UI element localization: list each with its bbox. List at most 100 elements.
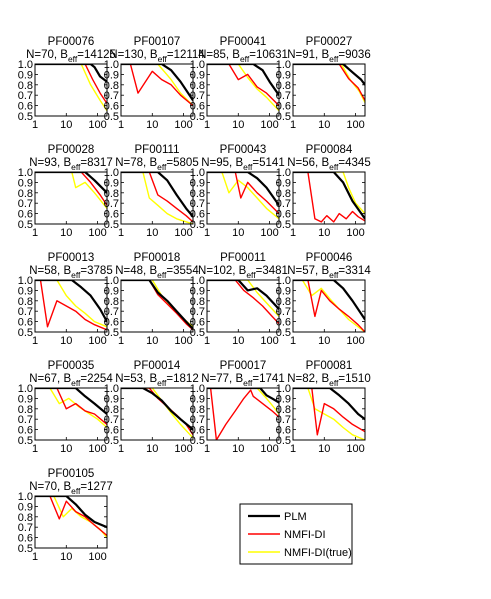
- x-tick-label: 1: [204, 335, 210, 347]
- series-line-nmfi-di-true: [293, 172, 365, 215]
- series-line-plm: [293, 388, 365, 421]
- y-tick-label: 0.6: [190, 209, 205, 221]
- y-tick-label: 0.8: [104, 296, 119, 308]
- axes-frame: [120, 279, 194, 333]
- y-tick-label: 0.6: [18, 425, 33, 437]
- series-line-nmfi-di-true: [35, 388, 107, 429]
- y-tick-label: 0.7: [276, 306, 291, 318]
- series-line-nmfi-di-true: [207, 172, 279, 220]
- series-line-nmfi-di-true: [293, 388, 365, 440]
- series-line-nmfi-di: [293, 388, 365, 436]
- panel-title-stats: N=70, Beff=14125: [26, 49, 116, 64]
- y-tick-label: 0.9: [18, 285, 33, 297]
- y-tick-label: 1.0: [104, 167, 119, 179]
- x-tick-label: 1: [118, 335, 124, 347]
- y-tick-label: 0.9: [18, 177, 33, 189]
- x-tick-label: 100: [88, 227, 106, 239]
- panel-title-family: PF00011: [220, 252, 266, 264]
- x-tick-label: 1: [118, 443, 124, 455]
- panel-title-stats: N=95, Beff=5141: [201, 157, 284, 172]
- axes-frame: [206, 279, 280, 333]
- y-tick-label: 0.9: [276, 69, 291, 81]
- y-tick-label: 0.7: [190, 198, 205, 210]
- y-tick-label: 0.6: [276, 209, 291, 221]
- series-line-nmfi-di: [121, 64, 193, 107]
- y-tick-label: 0.6: [104, 101, 119, 113]
- panel-title-family: PF00014: [134, 360, 181, 372]
- y-tick-label: 0.8: [104, 80, 119, 92]
- series-line-plm: [121, 64, 193, 102]
- panel-title-stats: N=58, Beff=3785: [29, 265, 112, 280]
- series-line-nmfi-di: [207, 172, 279, 215]
- x-tick-label: 100: [260, 119, 278, 131]
- plot-area: [293, 388, 365, 440]
- y-tick-label: 0.9: [18, 69, 33, 81]
- series-line-nmfi-di-true: [293, 280, 365, 332]
- y-tick-label: 0.8: [104, 404, 119, 416]
- y-tick-label: 1.0: [190, 59, 205, 71]
- panel-title-family: PF00111: [135, 144, 180, 156]
- y-tick-label: 0.6: [18, 101, 33, 113]
- panel-title-family: PF00035: [48, 360, 95, 372]
- panel-title-family: PF00028: [48, 144, 95, 156]
- panel-title-family: PF00018: [134, 252, 181, 264]
- y-tick-label: 1.0: [18, 491, 33, 503]
- axes-frame: [34, 279, 108, 333]
- series-line-plm: [121, 280, 193, 330]
- y-tick-label: 0.5: [276, 219, 291, 231]
- panel-title-stats: N=53, Beff=1812: [115, 373, 198, 388]
- panel-title-stats: N=82, Beff=1510: [287, 373, 370, 388]
- y-tick-label: 0.8: [276, 404, 291, 416]
- y-tick-label: 1.0: [18, 59, 33, 71]
- x-tick-label: 1: [118, 227, 124, 239]
- y-tick-label: 0.7: [18, 306, 33, 318]
- axes-frame: [292, 63, 366, 117]
- y-tick-label: 0.7: [18, 414, 33, 426]
- plot-area: [207, 64, 279, 112]
- y-tick-label: 0.6: [190, 317, 205, 329]
- y-tick-label: 0.6: [104, 209, 119, 221]
- x-tick-label: 100: [346, 227, 364, 239]
- legend-label: NMFI-DI(true): [284, 547, 352, 559]
- series-line-plm: [35, 280, 107, 323]
- panel-title-family: PF00076: [48, 36, 95, 48]
- series-line-plm: [207, 388, 279, 404]
- y-tick-label: 0.7: [104, 414, 119, 426]
- series-line-nmfi-di: [121, 280, 193, 331]
- y-tick-label: 0.9: [276, 393, 291, 405]
- panel-title-family: PF00105: [48, 468, 95, 480]
- x-tick-label: 100: [346, 335, 364, 347]
- panel-title-stats: N=56, Beff=4345: [287, 157, 370, 172]
- panel-title-family: PF00107: [134, 36, 181, 48]
- series-line-plm: [121, 388, 193, 431]
- plot-area: [35, 280, 107, 331]
- axes-frame: [120, 63, 194, 117]
- y-tick-label: 0.7: [104, 90, 119, 102]
- x-tick-label: 100: [88, 119, 106, 131]
- series-line-plm: [207, 280, 279, 310]
- series-line-plm: [207, 172, 279, 206]
- x-tick-label: 1: [118, 119, 124, 131]
- y-tick-label: 0.7: [18, 522, 33, 534]
- series-line-nmfi-di-true: [35, 172, 107, 209]
- x-tick-label: 1: [32, 551, 38, 563]
- axes-frame: [206, 63, 280, 117]
- x-tick-label: 10: [318, 227, 330, 239]
- y-tick-label: 0.9: [190, 285, 205, 297]
- y-tick-label: 0.8: [18, 404, 33, 416]
- y-tick-label: 0.9: [190, 69, 205, 81]
- series-line-nmfi-di-true: [35, 64, 107, 112]
- x-tick-label: 10: [232, 443, 244, 455]
- series-line-nmfi-di-true: [121, 64, 193, 107]
- y-tick-label: 0.6: [276, 317, 291, 329]
- y-tick-label: 0.7: [276, 90, 291, 102]
- series-line-plm: [293, 172, 365, 220]
- y-tick-label: 0.5: [104, 219, 119, 231]
- x-tick-label: 10: [318, 443, 330, 455]
- y-tick-label: 0.8: [18, 80, 33, 92]
- x-tick-label: 100: [88, 335, 106, 347]
- y-tick-label: 0.5: [190, 327, 205, 339]
- series-line-nmfi-di: [35, 388, 107, 425]
- y-tick-label: 0.5: [18, 219, 33, 231]
